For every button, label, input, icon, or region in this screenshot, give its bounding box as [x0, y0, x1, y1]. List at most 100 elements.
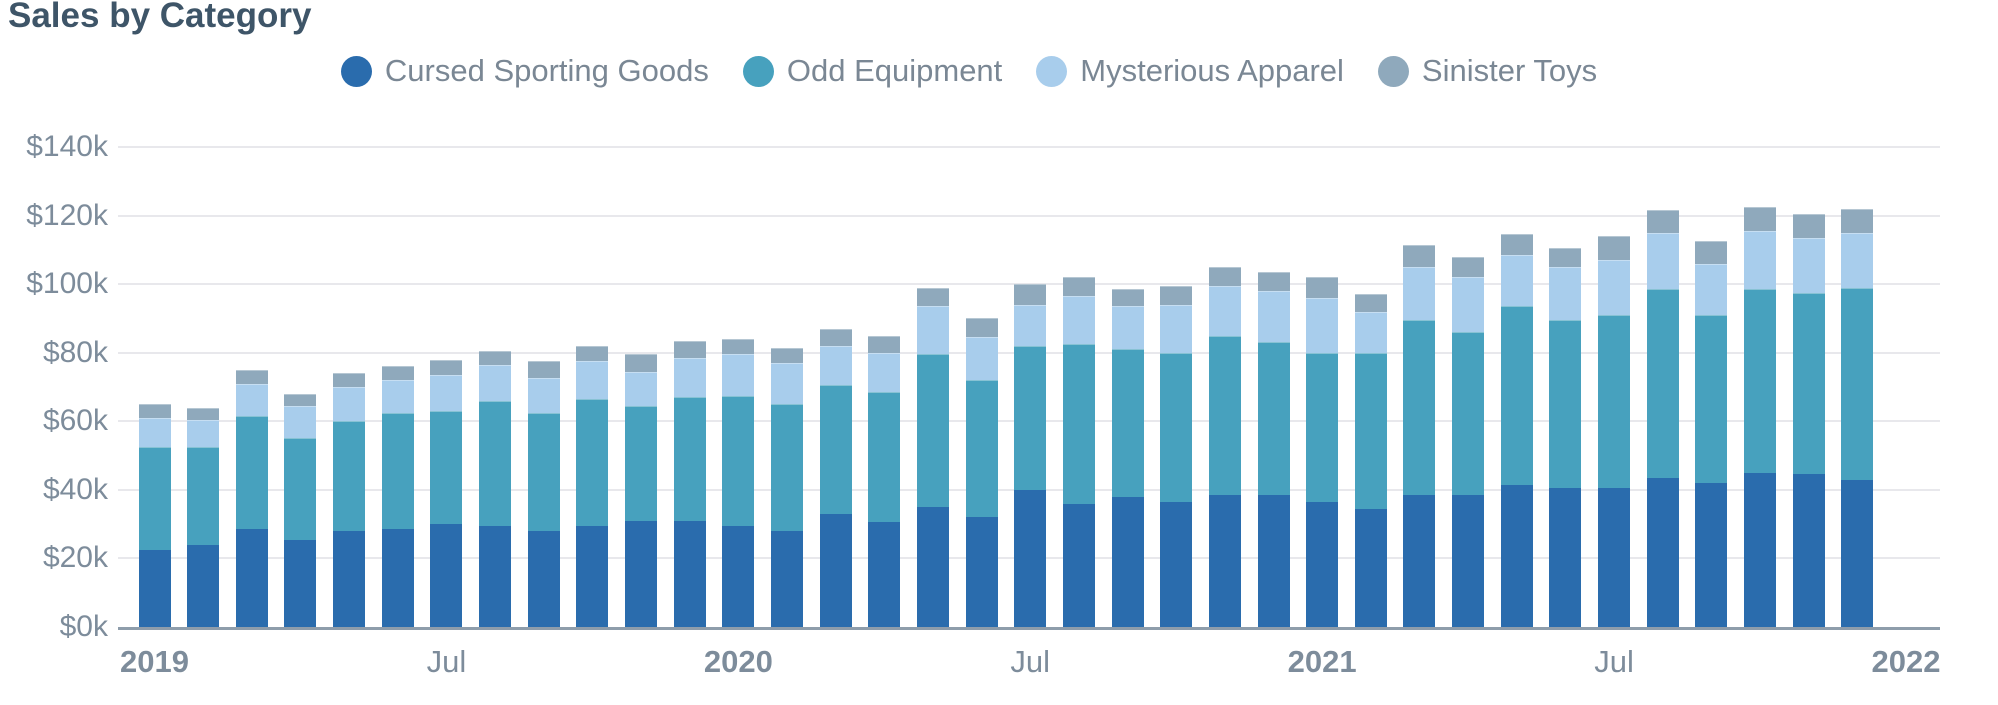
bar-segment-sinister-toys[interactable]	[235, 369, 268, 384]
bar-segment-cursed-sporting-goods[interactable]	[625, 520, 658, 627]
bar-segment-mysterious-apparel[interactable]	[576, 361, 609, 399]
bar-segment-sinister-toys[interactable]	[770, 347, 803, 363]
bar-segment-odd-equipment[interactable]	[819, 385, 852, 514]
bar-segment-cursed-sporting-goods[interactable]	[381, 529, 414, 627]
bar-segment-cursed-sporting-goods[interactable]	[1598, 488, 1631, 627]
bar-segment-mysterious-apparel[interactable]	[1062, 296, 1095, 345]
bar-segment-odd-equipment[interactable]	[1841, 287, 1874, 480]
bar-segment-mysterious-apparel[interactable]	[138, 417, 171, 447]
bar-segment-mysterious-apparel[interactable]	[333, 387, 366, 422]
bar-segment-sinister-toys[interactable]	[1111, 289, 1144, 307]
bar-segment-odd-equipment[interactable]	[235, 416, 268, 530]
bar-segment-sinister-toys[interactable]	[1062, 277, 1095, 297]
bar-segment-cursed-sporting-goods[interactable]	[576, 525, 609, 627]
bar-segment-mysterious-apparel[interactable]	[819, 345, 852, 386]
bar-segment-odd-equipment[interactable]	[1549, 320, 1582, 489]
bar-segment-sinister-toys[interactable]	[430, 359, 463, 375]
bar-segment-mysterious-apparel[interactable]	[1598, 260, 1631, 315]
bar-segment-sinister-toys[interactable]	[1500, 234, 1533, 255]
bar-segment-cursed-sporting-goods[interactable]	[1500, 484, 1533, 627]
legend-item-cursed-sporting-goods[interactable]: Cursed Sporting Goods	[340, 53, 709, 89]
bar-segment-sinister-toys[interactable]	[1208, 267, 1241, 286]
bar-segment-odd-equipment[interactable]	[1452, 332, 1485, 495]
bar-segment-cursed-sporting-goods[interactable]	[1257, 495, 1290, 627]
bar-segment-cursed-sporting-goods[interactable]	[1062, 503, 1095, 627]
bar-segment-sinister-toys[interactable]	[284, 393, 317, 406]
bar-segment-mysterious-apparel[interactable]	[1549, 267, 1582, 321]
bar-segment-mysterious-apparel[interactable]	[1208, 285, 1241, 336]
bar-segment-odd-equipment[interactable]	[430, 411, 463, 525]
bar-segment-odd-equipment[interactable]	[916, 354, 949, 507]
bar-segment-mysterious-apparel[interactable]	[1744, 231, 1777, 290]
bar-segment-odd-equipment[interactable]	[333, 421, 366, 531]
bar-segment-mysterious-apparel[interactable]	[1160, 304, 1193, 353]
bar-segment-cursed-sporting-goods[interactable]	[1160, 501, 1193, 627]
bar-segment-odd-equipment[interactable]	[770, 404, 803, 531]
bar-segment-sinister-toys[interactable]	[527, 361, 560, 379]
bar-segment-sinister-toys[interactable]	[819, 328, 852, 346]
bar-segment-cursed-sporting-goods[interactable]	[1306, 501, 1339, 627]
bar-segment-mysterious-apparel[interactable]	[527, 378, 560, 413]
bar-segment-odd-equipment[interactable]	[965, 380, 998, 518]
bar-segment-odd-equipment[interactable]	[138, 447, 171, 550]
bar-segment-mysterious-apparel[interactable]	[965, 337, 998, 381]
bar-segment-odd-equipment[interactable]	[722, 395, 755, 526]
bar-segment-odd-equipment[interactable]	[1208, 335, 1241, 495]
bar-segment-cursed-sporting-goods[interactable]	[479, 525, 512, 627]
bar-segment-cursed-sporting-goods[interactable]	[1695, 483, 1728, 627]
bar-segment-odd-equipment[interactable]	[187, 447, 220, 545]
bar-segment-mysterious-apparel[interactable]	[673, 357, 706, 398]
bar-segment-sinister-toys[interactable]	[1841, 208, 1874, 233]
bar-segment-sinister-toys[interactable]	[381, 366, 414, 381]
bar-segment-sinister-toys[interactable]	[1695, 241, 1728, 264]
bar-segment-odd-equipment[interactable]	[868, 392, 901, 523]
bar-segment-mysterious-apparel[interactable]	[1403, 267, 1436, 321]
bar-segment-sinister-toys[interactable]	[1598, 236, 1631, 261]
bar-segment-cursed-sporting-goods[interactable]	[1841, 479, 1874, 627]
bar-segment-odd-equipment[interactable]	[479, 400, 512, 526]
bar-segment-cursed-sporting-goods[interactable]	[770, 531, 803, 627]
bar-segment-sinister-toys[interactable]	[1792, 213, 1825, 238]
bar-segment-cursed-sporting-goods[interactable]	[673, 520, 706, 627]
bar-segment-sinister-toys[interactable]	[576, 345, 609, 362]
bar-segment-odd-equipment[interactable]	[1160, 352, 1193, 502]
bar-segment-odd-equipment[interactable]	[673, 397, 706, 521]
bar-segment-cursed-sporting-goods[interactable]	[1403, 495, 1436, 627]
bar-segment-sinister-toys[interactable]	[479, 351, 512, 365]
bar-segment-sinister-toys[interactable]	[1452, 256, 1485, 278]
legend-item-odd-equipment[interactable]: Odd Equipment	[742, 53, 1002, 89]
bar-segment-odd-equipment[interactable]	[1695, 315, 1728, 483]
bar-segment-cursed-sporting-goods[interactable]	[1354, 508, 1387, 627]
bar-segment-mysterious-apparel[interactable]	[1792, 237, 1825, 293]
bar-segment-sinister-toys[interactable]	[1744, 207, 1777, 231]
bar-segment-odd-equipment[interactable]	[1014, 345, 1047, 490]
bar-segment-sinister-toys[interactable]	[625, 354, 658, 372]
bar-segment-mysterious-apparel[interactable]	[1014, 304, 1047, 346]
bar-segment-mysterious-apparel[interactable]	[430, 375, 463, 411]
bar-segment-sinister-toys[interactable]	[722, 339, 755, 355]
bar-segment-odd-equipment[interactable]	[1500, 306, 1533, 485]
bar-segment-cursed-sporting-goods[interactable]	[1646, 477, 1679, 627]
bar-segment-mysterious-apparel[interactable]	[1500, 255, 1533, 307]
bar-segment-sinister-toys[interactable]	[1014, 284, 1047, 305]
bar-segment-cursed-sporting-goods[interactable]	[430, 524, 463, 627]
bar-segment-mysterious-apparel[interactable]	[625, 371, 658, 406]
bar-segment-odd-equipment[interactable]	[1354, 352, 1387, 509]
bar-segment-mysterious-apparel[interactable]	[1111, 306, 1144, 350]
legend-item-sinister-toys[interactable]: Sinister Toys	[1377, 53, 1597, 89]
bar-segment-odd-equipment[interactable]	[1792, 292, 1825, 475]
bar-segment-cursed-sporting-goods[interactable]	[235, 529, 268, 627]
bar-segment-cursed-sporting-goods[interactable]	[965, 517, 998, 627]
bar-segment-mysterious-apparel[interactable]	[479, 364, 512, 401]
bar-segment-odd-equipment[interactable]	[1403, 320, 1436, 495]
bar-segment-cursed-sporting-goods[interactable]	[1014, 489, 1047, 627]
bar-segment-sinister-toys[interactable]	[1403, 244, 1436, 267]
bar-segment-sinister-toys[interactable]	[333, 373, 366, 387]
bar-segment-sinister-toys[interactable]	[1354, 294, 1387, 312]
bar-segment-sinister-toys[interactable]	[1549, 248, 1582, 267]
bar-segment-mysterious-apparel[interactable]	[1695, 263, 1728, 315]
bar-segment-sinister-toys[interactable]	[965, 318, 998, 338]
bar-segment-sinister-toys[interactable]	[1160, 285, 1193, 305]
bar-segment-mysterious-apparel[interactable]	[1646, 232, 1679, 290]
bar-segment-sinister-toys[interactable]	[868, 335, 901, 353]
